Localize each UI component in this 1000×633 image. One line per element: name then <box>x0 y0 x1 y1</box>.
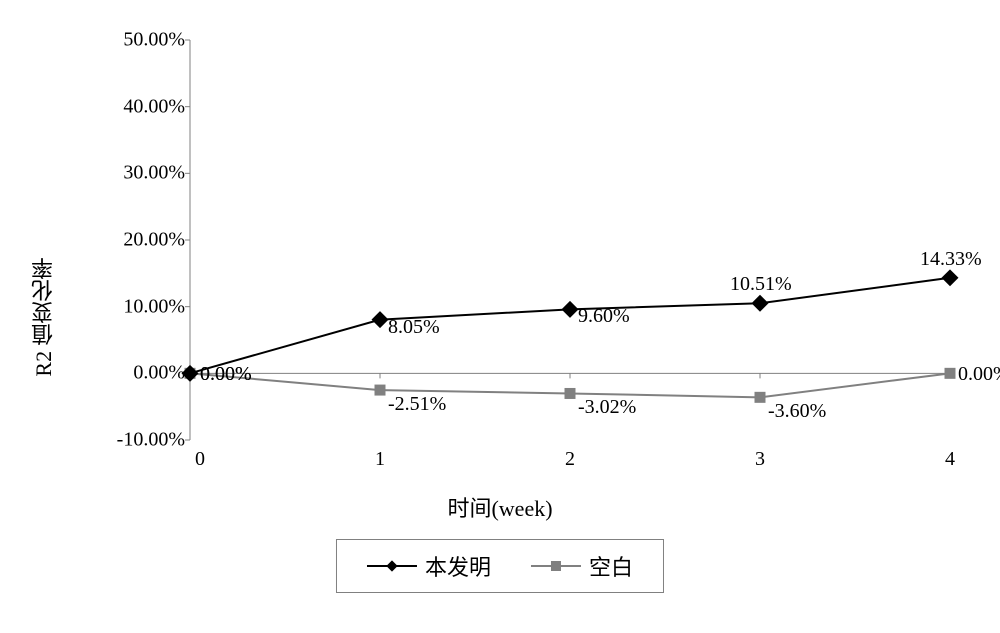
y-tick-label: 50.00% <box>123 29 185 52</box>
y-tick-label: 0.00% <box>133 362 185 385</box>
legend: 本发明 空白 <box>336 539 664 593</box>
legend-label-blank: 空白 <box>589 550 633 582</box>
legend-line-blank <box>531 565 581 567</box>
chart-svg <box>190 40 950 440</box>
data-label: 14.33% <box>920 248 982 271</box>
x-tick-label: 2 <box>565 448 575 471</box>
data-label: 9.60% <box>578 305 630 328</box>
data-label: 8.05% <box>388 316 440 339</box>
series-invention-line <box>190 278 950 374</box>
legend-item-blank: 空白 <box>531 550 633 582</box>
series-invention-markers <box>182 269 959 382</box>
legend-item-invention: 本发明 <box>367 550 491 582</box>
x-tick-label: 1 <box>375 448 385 471</box>
legend-label-invention: 本发明 <box>425 550 491 582</box>
data-label: -3.02% <box>578 396 636 419</box>
data-label: 0.00% <box>200 363 252 386</box>
y-tick-label: 30.00% <box>123 162 185 185</box>
y-tick-label: 20.00% <box>123 229 185 252</box>
x-tick-label: 4 <box>945 448 955 471</box>
y-axis-title: R2 值变化率 <box>28 257 60 376</box>
y-tick-label: 10.00% <box>123 295 185 318</box>
data-label: 10.51% <box>730 273 792 296</box>
data-label: -3.60% <box>768 400 826 423</box>
chart-container: R2 值变化率 -10.00%0.00%10.00%20.00%30.00%40… <box>20 20 980 613</box>
data-label: 0.00% <box>958 363 1000 386</box>
x-axis-title: 时间(week) <box>447 491 552 523</box>
y-tick-label: -10.00% <box>117 429 185 452</box>
plot-area <box>190 40 950 440</box>
y-tick-label: 40.00% <box>123 95 185 118</box>
data-label: -2.51% <box>388 393 446 416</box>
legend-line-invention <box>367 565 417 567</box>
x-axis-ticks <box>190 373 950 378</box>
x-tick-label: 3 <box>755 448 765 471</box>
square-icon <box>549 559 563 573</box>
x-tick-label: 0 <box>195 448 205 471</box>
diamond-icon <box>385 559 399 573</box>
